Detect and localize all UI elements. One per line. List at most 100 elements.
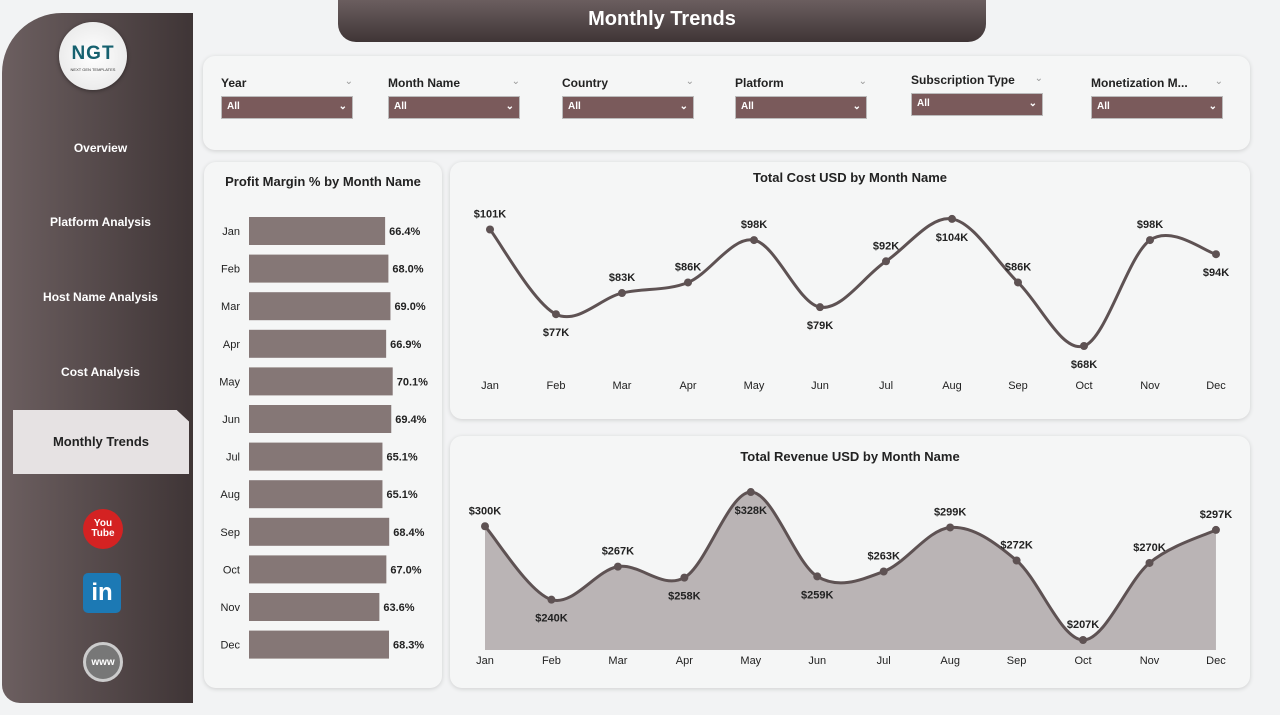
- filter-dropdown[interactable]: All ⌄: [221, 96, 353, 119]
- filter-label-row: Year ⌄: [221, 76, 353, 90]
- filter-dropdown[interactable]: All ⌄: [562, 96, 694, 119]
- chevron-down-icon: ⌄: [1028, 98, 1037, 109]
- data-label: $267K: [602, 546, 634, 558]
- data-point: [680, 573, 689, 582]
- filter-dropdown[interactable]: All ⌄: [911, 93, 1043, 116]
- bar-category-label: Jun: [222, 414, 240, 426]
- nav-monthly-trends[interactable]: Monthly Trends: [13, 410, 189, 474]
- bar-category-label: Mar: [221, 301, 240, 313]
- x-axis-label: May: [744, 380, 765, 392]
- filter-value: All: [394, 101, 407, 112]
- x-axis-label: Aug: [942, 380, 962, 392]
- bar-data-label: 68.4%: [393, 527, 424, 539]
- filter-label-row: Month Name ⌄: [388, 76, 520, 90]
- chevron-down-icon[interactable]: ⌄: [858, 76, 867, 87]
- filter-dropdown[interactable]: All ⌄: [735, 96, 867, 119]
- ngt-logo: NGT NEXT GEN TEMPLATES: [59, 22, 127, 90]
- total-revenue-chart-panel: Total Revenue USD by Month Name $300K Jan…: [450, 436, 1250, 688]
- data-point: [486, 225, 494, 234]
- filter-label-row: Platform ⌄: [735, 76, 867, 90]
- bar: [249, 517, 390, 546]
- filter-subscription-type: Subscription Type ⌄ All ⌄: [911, 73, 1043, 116]
- chevron-down-icon[interactable]: ⌄: [685, 76, 694, 87]
- filter-month-name: Month Name ⌄ All ⌄: [388, 76, 520, 119]
- nav-cost-analysis[interactable]: Cost Analysis: [61, 365, 140, 379]
- filter-platform: Platform ⌄ All ⌄: [735, 76, 867, 119]
- youtube-icon[interactable]: You Tube: [83, 509, 123, 549]
- filter-label: Year: [221, 76, 247, 90]
- data-point: [1212, 250, 1220, 259]
- nav-platform-analysis[interactable]: Platform Analysis: [50, 215, 151, 229]
- bar: [249, 405, 392, 433]
- data-label: $83K: [609, 272, 635, 284]
- data-point: [948, 214, 956, 223]
- x-axis-label: Apr: [679, 380, 696, 392]
- filter-dropdown[interactable]: All ⌄: [388, 96, 520, 119]
- x-axis-label: Jun: [811, 380, 829, 392]
- x-axis-label: Jan: [481, 380, 499, 392]
- data-point: [882, 257, 890, 266]
- filter-dropdown[interactable]: All ⌄: [1091, 96, 1223, 119]
- filter-monetization-m-: Monetization M... ⌄ All ⌄: [1091, 76, 1223, 119]
- chevron-down-icon[interactable]: ⌄: [511, 76, 520, 87]
- data-point: [1211, 525, 1220, 534]
- series-line: [488, 217, 1217, 349]
- bar-data-label: 66.4%: [389, 226, 420, 238]
- nav-overview[interactable]: Overview: [73, 141, 128, 155]
- x-axis-label: Sep: [1008, 380, 1028, 392]
- bar-data-label: 65.1%: [386, 489, 417, 501]
- filter-value: All: [917, 98, 930, 109]
- x-axis-label: May: [740, 655, 761, 667]
- bar: [249, 442, 383, 471]
- data-label: $272K: [1000, 540, 1032, 552]
- filter-label-row: Country ⌄: [562, 76, 694, 90]
- x-axis-label: Sep: [1007, 655, 1027, 667]
- chevron-down-icon[interactable]: ⌄: [344, 76, 353, 87]
- data-label: $98K: [1137, 219, 1163, 231]
- chevron-down-icon: ⌄: [1208, 101, 1217, 112]
- filter-label: Subscription Type: [911, 73, 1015, 87]
- data-label: $240K: [535, 613, 567, 625]
- data-point: [552, 310, 560, 319]
- data-label: $101K: [474, 209, 506, 221]
- bar-category-label: Nov: [220, 602, 240, 614]
- data-point: [1145, 558, 1154, 567]
- filter-label: Month Name: [388, 76, 460, 90]
- bar-category-label: Jul: [226, 452, 240, 464]
- globe-icon[interactable]: www: [83, 642, 123, 682]
- total-cost-chart-panel: Total Cost USD by Month Name $101K Jan $77…: [450, 162, 1250, 419]
- nav-host-name-analysis[interactable]: Host Name Analysis: [43, 290, 158, 304]
- chevron-down-icon: ⌄: [338, 101, 347, 112]
- chevron-down-icon[interactable]: ⌄: [1214, 76, 1223, 87]
- data-label: $328K: [735, 505, 767, 517]
- total-cost-line-chart: $101K Jan $77K Feb $83K Mar $86K Apr $98K May $79K…: [474, 209, 1229, 392]
- chevron-down-icon[interactable]: ⌄: [1034, 73, 1043, 84]
- filter-label-row: Subscription Type ⌄: [911, 73, 1043, 87]
- filter-value: All: [741, 101, 754, 112]
- data-label: $259K: [801, 589, 833, 601]
- x-axis-label: Jun: [808, 655, 826, 667]
- filter-country: Country ⌄ All ⌄: [562, 76, 694, 119]
- x-axis-label: Feb: [547, 380, 566, 392]
- x-axis-label: Mar: [613, 380, 632, 392]
- bar: [249, 630, 390, 659]
- data-label: $297K: [1200, 509, 1232, 521]
- area-fill: [485, 492, 1216, 650]
- x-axis-label: Feb: [542, 655, 561, 667]
- x-axis-label: Jan: [476, 655, 494, 667]
- x-axis-label: Aug: [940, 655, 960, 667]
- data-label: $77K: [543, 327, 569, 339]
- bar-data-label: 63.6%: [383, 602, 414, 614]
- bar-category-label: May: [219, 376, 240, 388]
- data-label: $104K: [936, 232, 968, 244]
- data-point: [1079, 636, 1088, 644]
- data-point: [1012, 556, 1021, 565]
- logo-text: NGT: [71, 43, 115, 64]
- data-point: [746, 488, 755, 497]
- data-point: [1146, 236, 1154, 245]
- data-label: $86K: [675, 261, 701, 273]
- bar-data-label: 68.0%: [392, 264, 423, 276]
- data-point: [1014, 278, 1022, 287]
- bar: [249, 292, 391, 321]
- linkedin-icon[interactable]: in: [83, 573, 121, 613]
